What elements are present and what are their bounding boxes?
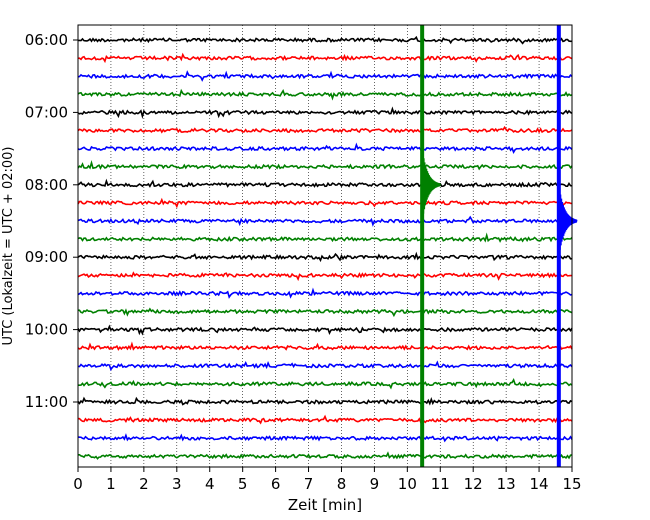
- x-axis-label: Zeit [min]: [288, 496, 362, 514]
- y-tick-label: 06:00: [25, 31, 68, 49]
- x-tick-label: 8: [337, 475, 347, 493]
- trace-1130: [77, 433, 573, 443]
- x-tick-label: 6: [271, 475, 281, 493]
- trace-1145: [77, 451, 573, 460]
- x-tick-label: 15: [562, 475, 581, 493]
- x-tick-label: 13: [497, 475, 516, 493]
- x-tick-label: 7: [304, 475, 314, 493]
- trace-0830: [77, 215, 573, 227]
- x-tick-label: 9: [370, 475, 380, 493]
- trace-0930: [77, 287, 573, 299]
- x-axis-ticks: 0 1 2 3 4 5 6 7 8 9 10 11 12 13 14 15: [73, 467, 582, 493]
- trace-0645: [77, 88, 573, 101]
- trace-0630: [77, 70, 573, 82]
- y-tick-label: 10:00: [25, 321, 68, 339]
- plot-frame: [77, 24, 573, 468]
- seismic-traces: [77, 35, 573, 460]
- trace-1000: [77, 324, 573, 336]
- trace-1015: [77, 341, 573, 351]
- x-tick-label: 1: [106, 475, 116, 493]
- x-tick-label: 12: [464, 475, 483, 493]
- trace-0745: [77, 160, 573, 171]
- trace-0700: [77, 106, 573, 120]
- y-tick-label: 11:00: [25, 393, 68, 411]
- x-tick-label: 11: [431, 475, 450, 493]
- trace-0800: [77, 178, 573, 188]
- trace-1030: [77, 360, 573, 372]
- x-tick-label: 0: [73, 475, 83, 493]
- x-tick-label: 3: [172, 475, 182, 493]
- trace-0715: [77, 125, 573, 134]
- trace-1100: [77, 396, 573, 406]
- trace-0915: [77, 271, 573, 282]
- y-tick-label: 09:00: [25, 248, 68, 266]
- x-tick-label: 5: [238, 475, 248, 493]
- trace-0815: [77, 197, 573, 209]
- trace-0730: [77, 142, 573, 154]
- trace-0945: [77, 307, 573, 318]
- trace-1115: [77, 414, 573, 425]
- y-axis-ticks: 06:00 07:00 08:00 09:00 10:00 11:00: [25, 31, 78, 411]
- y-axis-label: UTC (Lokalzeit = UTC + 02:00): [1, 147, 16, 346]
- x-tick-label: 10: [398, 475, 417, 493]
- event-burst: [421, 153, 441, 219]
- y-tick-label: 08:00: [25, 176, 68, 194]
- event-burst: [557, 189, 578, 256]
- x-tick-label: 14: [530, 475, 549, 493]
- x-tick-label: 4: [205, 475, 215, 493]
- trace-1045: [77, 378, 573, 390]
- x-tick-label: 2: [139, 475, 149, 493]
- y-tick-label: 07:00: [25, 103, 68, 121]
- trace-0615: [77, 52, 573, 64]
- trace-0845: [77, 232, 573, 243]
- seismic-events: [420, 25, 578, 467]
- trace-0600: [77, 35, 573, 45]
- trace-0900: [77, 251, 573, 263]
